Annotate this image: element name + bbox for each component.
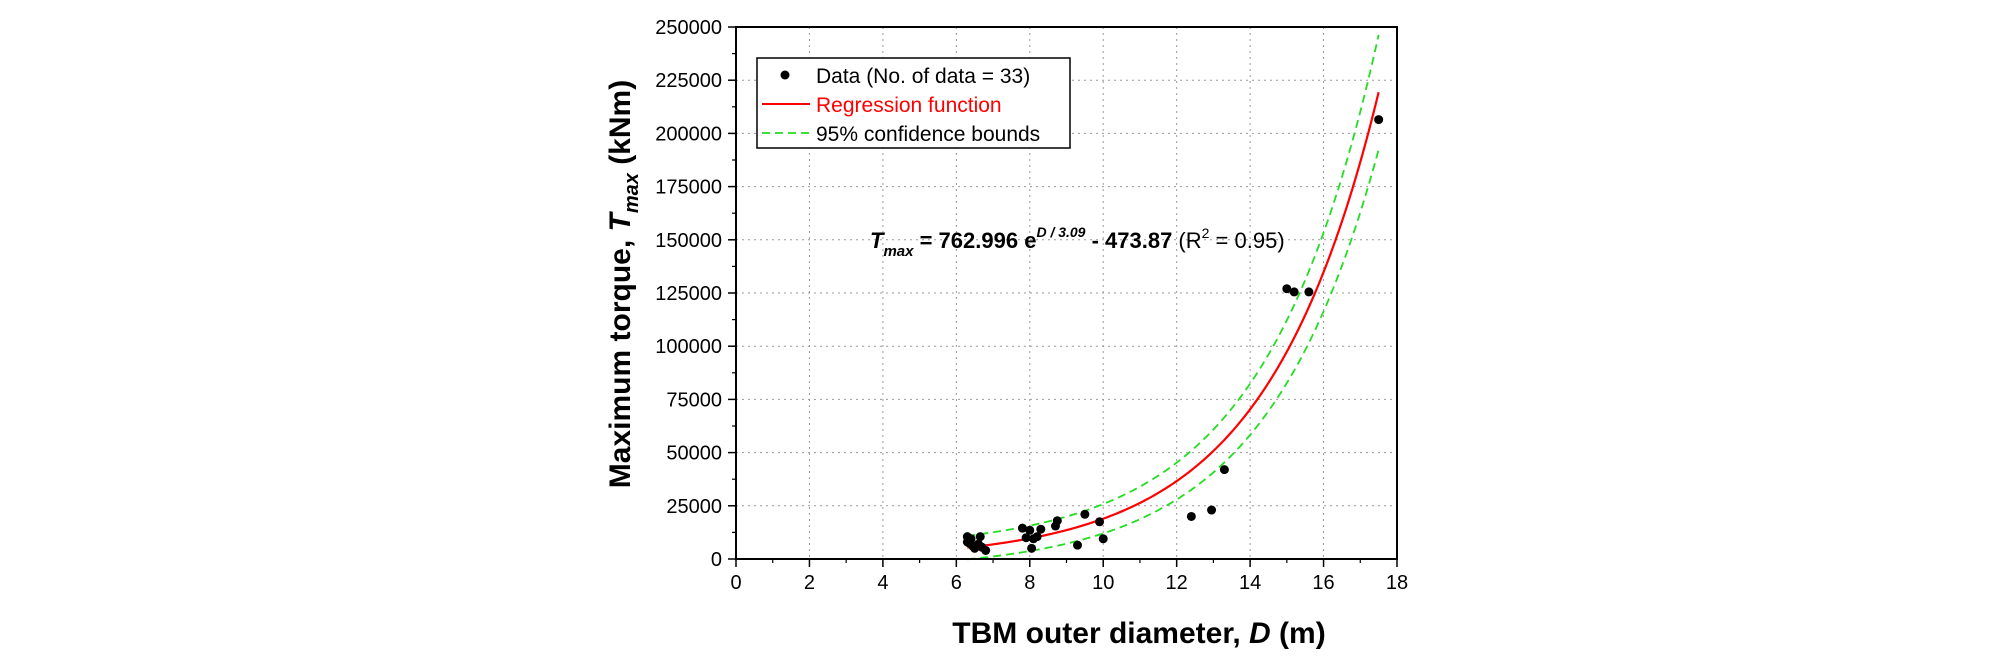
data-point [1289, 287, 1299, 297]
data-point [1374, 115, 1384, 125]
eq-rest: - 473.87 [1085, 228, 1172, 253]
y-tick-label: 125000 [655, 283, 722, 305]
data-point [1098, 534, 1108, 544]
legend-bounds-label: 95% confidence bounds [816, 123, 1040, 146]
data-point [1282, 284, 1292, 294]
data-point [1025, 525, 1035, 535]
data-point [1207, 505, 1217, 515]
x-tick-label: 4 [877, 572, 888, 594]
regression-curve [967, 91, 1380, 549]
x-axis-title-unit: (m) [1271, 617, 1326, 650]
regression-equation: Tmax = 762.996 eD / 3.09 - 473.87 (R2 = … [870, 224, 1285, 260]
eq-var: T [870, 228, 885, 253]
y-axis-title-text: Maximum torque, [604, 232, 637, 489]
axis-ticks: 0 2 4 6 8 10 12 14 16 18 0 25000 50000 75000 100000 125… [655, 17, 1408, 594]
data-point [1304, 287, 1314, 297]
x-tick-label: 18 [1386, 572, 1408, 594]
x-tick-label: 6 [951, 572, 962, 594]
upper-confidence-bound [967, 34, 1380, 537]
lower-confidence-bound [967, 149, 1380, 561]
y-axis-title-sub: max [621, 172, 643, 213]
x-axis-title-text: TBM outer diameter, [952, 617, 1249, 650]
data-point [1219, 465, 1229, 475]
y-axis-title-var: T [604, 211, 637, 232]
legend: Data (No. of data = 33) Regression funct… [756, 57, 1071, 149]
x-tick-label: 0 [730, 572, 741, 594]
eq-exponent: D / 3.09 [1036, 224, 1085, 240]
y-tick-label: 175000 [655, 177, 722, 199]
data-point [1021, 533, 1031, 543]
x-tick-label: 2 [804, 572, 815, 594]
legend-regression-label: Regression function [816, 94, 1002, 117]
x-tick-label: 16 [1312, 572, 1334, 594]
y-axis-title-unit: (kNm) [604, 80, 637, 173]
y-tick-label: 50000 [666, 443, 722, 465]
data-point [1080, 509, 1090, 519]
data-point [1032, 532, 1042, 542]
y-tick-label: 200000 [655, 123, 722, 145]
y-tick-label: 250000 [655, 17, 722, 39]
x-tick-label: 8 [1024, 572, 1035, 594]
eq-sub: max [883, 243, 914, 260]
data-point [1052, 516, 1062, 526]
data-point [1027, 543, 1037, 553]
x-tick-label: 12 [1166, 572, 1188, 594]
x-tick-label: 10 [1092, 572, 1114, 594]
data-point [981, 545, 991, 555]
data-point [1095, 517, 1105, 527]
y-tick-label: 150000 [655, 230, 722, 252]
legend-data-marker [780, 70, 790, 80]
data-point [1036, 524, 1046, 534]
y-tick-label: 25000 [666, 496, 722, 518]
eq-coef: = 762.996 e [913, 228, 1036, 253]
data-point [1186, 511, 1196, 521]
eq-r2-open: (R [1172, 228, 1201, 253]
eq-r2-close: = 0.95) [1209, 228, 1284, 253]
legend-data-label: Data (No. of data = 33) [816, 65, 1030, 88]
y-tick-label: 100000 [655, 336, 722, 358]
data-point [1073, 540, 1083, 550]
x-tick-label: 14 [1239, 572, 1261, 594]
y-tick-label: 75000 [666, 389, 722, 411]
data-point [975, 532, 985, 542]
data-point [1017, 523, 1027, 533]
x-axis-title-var: D [1249, 617, 1271, 650]
x-axis-title: TBM outer diameter, D (m) [952, 617, 1325, 650]
data-point [966, 534, 976, 544]
y-tick-label: 0 [711, 549, 722, 571]
y-tick-label: 225000 [655, 70, 722, 92]
data-points [962, 115, 1384, 555]
eq-r2-sup: 2 [1202, 225, 1210, 241]
y-axis-title: Maximum torque, Tmax (kNm) [604, 80, 643, 488]
